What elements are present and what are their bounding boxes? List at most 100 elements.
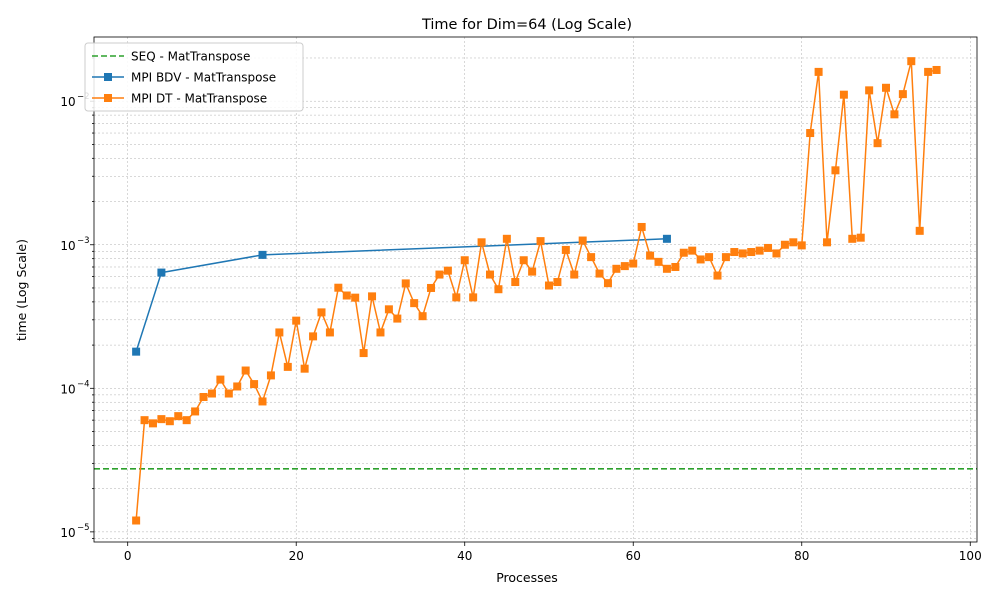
data-point: [797, 241, 806, 250]
data-point: [696, 255, 705, 264]
legend-marker: [104, 73, 112, 81]
data-point: [233, 382, 242, 391]
data-point: [300, 364, 309, 373]
data-point: [376, 328, 385, 337]
data-point: [207, 389, 216, 398]
legend-box: [84, 42, 304, 112]
y-tick-label: 10: [60, 95, 75, 109]
data-point: [401, 279, 410, 288]
data-point: [671, 262, 680, 271]
data-point: [570, 270, 579, 279]
data-point: [915, 226, 924, 235]
y-tick-label: 10: [60, 382, 75, 396]
data-point: [191, 407, 200, 416]
x-axis-label: Processes: [496, 570, 558, 585]
data-point: [561, 245, 570, 254]
data-point: [713, 271, 722, 280]
x-axis-ticks: 0 20 40 60 80 100: [124, 542, 982, 563]
x-tick-label: 60: [626, 549, 641, 563]
data-point: [258, 250, 267, 259]
legend-item: MPI BDV - MatTranspose: [92, 71, 276, 85]
data-point: [848, 234, 857, 243]
data-point: [317, 308, 326, 317]
data-point: [907, 57, 916, 66]
data-point: [544, 281, 553, 290]
y-tick-label: 10: [60, 239, 75, 253]
data-point: [705, 253, 714, 262]
data-point: [477, 238, 486, 247]
data-point: [620, 262, 629, 271]
data-point: [519, 256, 528, 265]
data-point: [325, 328, 334, 337]
data-point: [132, 347, 141, 356]
chart-title: Time for Dim=64 (Log Scale): [421, 17, 632, 33]
data-point: [755, 246, 764, 255]
legend-label: MPI DT - MatTranspose: [131, 92, 267, 106]
legend: SEQ - MatTranspose MPI BDV - MatTranspose…: [84, 42, 304, 112]
data-point: [780, 240, 789, 249]
legend-label: MPI BDV - MatTranspose: [131, 71, 276, 85]
y-tick-exponent: −2: [77, 92, 90, 102]
legend-item: SEQ - MatTranspose: [92, 50, 250, 64]
data-point: [856, 233, 865, 242]
data-point: [536, 237, 545, 246]
data-point: [427, 283, 436, 292]
data-point: [772, 249, 781, 258]
data-point: [747, 248, 756, 257]
data-point: [587, 253, 596, 262]
data-point: [469, 293, 478, 302]
x-tick-label: 0: [124, 549, 132, 563]
data-point: [831, 166, 840, 175]
y-axis-ticks: 10−510−410−310−2: [60, 57, 94, 540]
data-point: [662, 234, 671, 243]
data-point: [393, 314, 402, 323]
data-point: [174, 412, 183, 421]
data-point: [612, 264, 621, 273]
data-point: [275, 328, 284, 337]
data-point: [250, 380, 259, 389]
data-point: [410, 299, 419, 308]
data-point: [882, 83, 891, 92]
data-point: [511, 278, 520, 287]
data-point: [283, 362, 292, 371]
y-axis-label: time (Log Scale): [14, 239, 29, 341]
data-point: [873, 139, 882, 148]
data-point: [839, 90, 848, 99]
data-point: [418, 312, 427, 321]
y-tick-exponent: −3: [77, 236, 90, 246]
data-point: [654, 257, 663, 266]
data-point: [486, 270, 495, 279]
data-point: [368, 292, 377, 301]
series-2: [132, 234, 671, 356]
data-point: [216, 375, 225, 384]
data-point: [224, 389, 233, 398]
data-point: [823, 238, 832, 247]
data-point: [266, 371, 275, 380]
data-point: [199, 392, 208, 401]
data-point: [662, 264, 671, 273]
y-tick-exponent: −4: [77, 379, 90, 389]
data-point: [898, 90, 907, 99]
data-point: [806, 129, 815, 138]
data-point: [637, 222, 646, 231]
data-point: [140, 416, 149, 425]
data-point: [502, 234, 511, 243]
data-point: [309, 332, 318, 341]
data-point: [932, 65, 941, 74]
data-point: [148, 419, 157, 428]
data-point: [629, 259, 638, 268]
data-point: [165, 417, 174, 426]
data-point: [334, 283, 343, 292]
x-tick-label: 40: [457, 549, 472, 563]
data-point: [292, 316, 301, 325]
data-point: [384, 305, 393, 314]
data-point: [452, 293, 461, 302]
data-point: [764, 243, 773, 252]
data-point: [578, 236, 587, 245]
series-layer: [94, 57, 977, 525]
legend-label: SEQ - MatTranspose: [131, 50, 250, 64]
data-point: [814, 67, 823, 76]
data-point: [157, 415, 166, 424]
data-point: [688, 246, 697, 255]
